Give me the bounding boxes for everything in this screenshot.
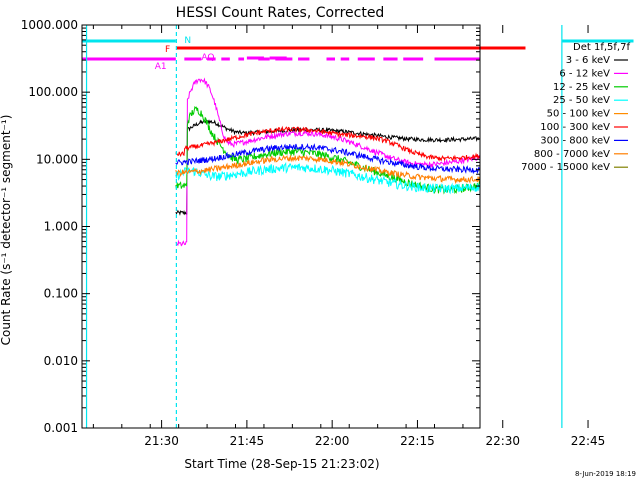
flag-label-night: N bbox=[184, 36, 191, 46]
x-tick-label: 22:15 bbox=[400, 434, 435, 448]
series-layer bbox=[175, 77, 480, 247]
y-tick-label: 1000.000 bbox=[21, 18, 78, 32]
x-tick-label: 22:30 bbox=[485, 434, 520, 448]
y-tick-label: 100.000 bbox=[28, 85, 78, 99]
series-line bbox=[175, 119, 480, 216]
flag-label-saa: AQ bbox=[201, 53, 214, 63]
legend-title: Det 1f,5f,7f bbox=[573, 42, 630, 53]
chart-title: HESSI Count Rates, Corrected bbox=[176, 5, 385, 21]
footer-date: 8-Jun-2019 18:19 bbox=[575, 470, 636, 478]
flag-label-flare: F bbox=[165, 45, 170, 55]
y-tick-label: 1.000 bbox=[44, 220, 78, 234]
series-line bbox=[175, 161, 480, 195]
legend-label: 25 - 50 keV bbox=[553, 95, 610, 106]
y-tick-label: 0.010 bbox=[44, 354, 78, 368]
axis-layer: 0.001 0.010 0.100 1.000 10.000 100.000 1000.00… bbox=[21, 18, 606, 448]
x-tick-label: 22:00 bbox=[315, 434, 350, 448]
y-tick-label: 0.001 bbox=[44, 421, 78, 435]
x-tick-label: 21:45 bbox=[230, 434, 265, 448]
y-tick-label: 10.000 bbox=[36, 152, 78, 166]
flag-label-attenuator: A1 bbox=[155, 62, 167, 72]
series-line bbox=[175, 143, 480, 175]
legend-label: 800 - 7000 keV bbox=[534, 149, 610, 160]
series-line bbox=[175, 154, 480, 185]
series-line bbox=[175, 125, 480, 162]
series-line bbox=[175, 105, 480, 195]
legend-label: 7000 - 15000 keV bbox=[521, 162, 610, 173]
x-axis-label: Start Time (28-Sep-15 21:23:02) bbox=[184, 457, 379, 471]
legend-label: 50 - 100 keV bbox=[547, 109, 611, 120]
y-axis-label: Count Rate (s⁻¹ detector⁻¹ segment⁻¹) bbox=[0, 115, 13, 346]
y-tick-label: 0.100 bbox=[44, 287, 78, 301]
series-line bbox=[175, 77, 480, 247]
legend-label: 6 - 12 keV bbox=[559, 68, 610, 79]
legend-label: 12 - 25 keV bbox=[553, 82, 610, 93]
legend-label: 300 - 800 keV bbox=[540, 135, 610, 146]
plot-frame bbox=[81, 24, 481, 429]
legend-label: 100 - 300 keV bbox=[540, 122, 610, 133]
x-tick-label: 21:30 bbox=[144, 434, 179, 448]
legend-label: 3 - 6 keV bbox=[566, 55, 610, 66]
legend-layer: 3 - 6 keV 6 - 12 keV 12 - 25 keV 25 - 50 ke… bbox=[521, 55, 628, 173]
x-tick-label: 22:45 bbox=[571, 434, 606, 448]
